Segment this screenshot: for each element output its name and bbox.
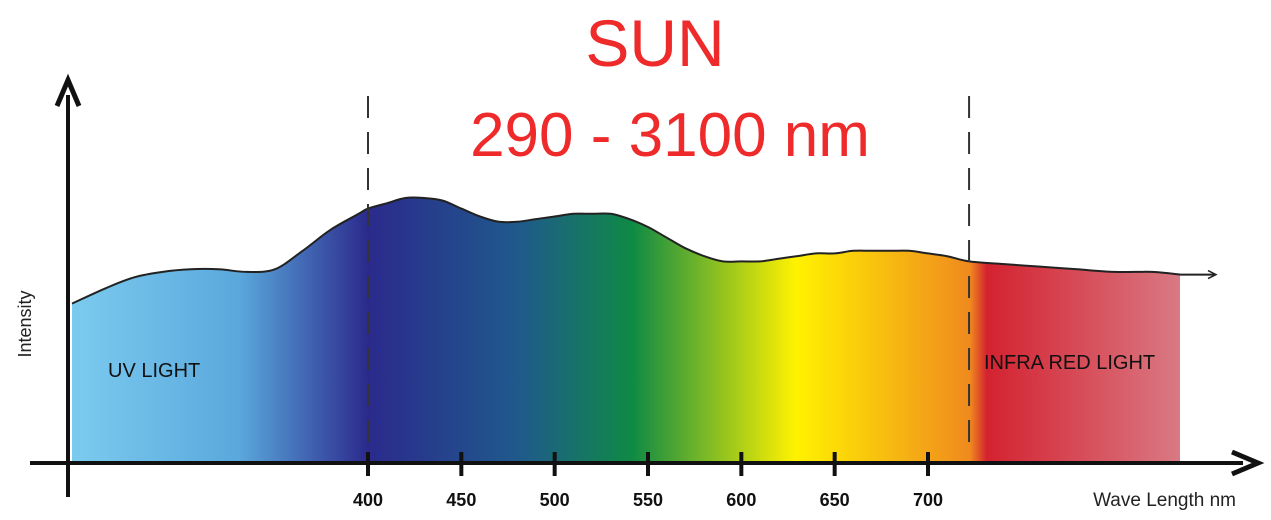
region-label-uv: UV LIGHT (108, 360, 200, 382)
chart-title: SUN (585, 6, 724, 80)
spectrum-area (72, 197, 1180, 463)
x-tick-label: 600 (726, 490, 756, 510)
region-label-ir: INFRA RED LIGHT (984, 352, 1155, 374)
spectrum-curve (71, 196, 1214, 305)
x-tick-label: 500 (540, 490, 570, 510)
y-axis-label: Intensity (15, 290, 35, 357)
x-tick-label: 450 (446, 490, 476, 510)
x-tick-label: 550 (633, 490, 663, 510)
x-axis-arrow (1231, 449, 1265, 477)
curve-arrow-head (1207, 269, 1218, 280)
x-axis-label: Wave Length nm (1093, 490, 1236, 511)
x-tick-label: 650 (820, 490, 850, 510)
y-axis-arrow (54, 73, 82, 107)
chart-subtitle: 290 - 3100 nm (470, 101, 870, 170)
x-axis-ticks: 400 450 500 550 600 650 700 (353, 452, 943, 510)
x-tick-label: 700 (913, 490, 943, 510)
x-tick-label: 400 (353, 490, 383, 510)
